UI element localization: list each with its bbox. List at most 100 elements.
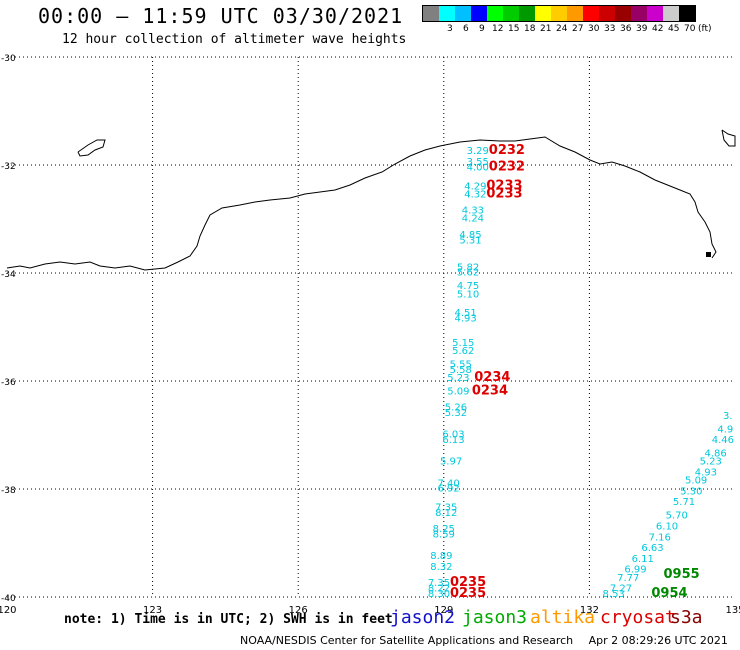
page-title: 00:00 – 11:59 UTC 03/30/2021 — [38, 4, 404, 28]
latitude-tick-label: -30 — [1, 54, 16, 64]
pass-time-label: 0235 — [450, 575, 486, 590]
legend-swatch — [471, 6, 487, 21]
legend-label: 36 — [620, 24, 632, 34]
legend-swatch — [455, 6, 471, 21]
swh-value-label: 7.27 — [610, 584, 632, 595]
footer-credit: NOAA/NESDIS Center for Satellite Applica… — [240, 634, 740, 647]
swh-value-label: 5.62 — [452, 346, 474, 357]
swh-value-label: 6.92 — [438, 484, 460, 495]
legend-swatch — [551, 6, 567, 21]
pass-time-label: 0232 — [489, 143, 525, 158]
legend-label: 39 — [636, 24, 648, 34]
longitude-tick-label: 123 — [143, 605, 162, 616]
pass-time-label: 0233 — [486, 178, 522, 193]
pass-time-label: 0234 — [472, 384, 508, 399]
swh-value-label: 5.82 — [457, 262, 479, 273]
satellite-cryosat: cryosat — [600, 607, 676, 628]
swh-value-label: 8.32 — [430, 562, 452, 573]
swh-value-label: 4.00 — [467, 162, 489, 173]
legend-swatch — [679, 6, 695, 21]
swh-value-label: 8.59 — [433, 530, 455, 541]
legend-swatch — [423, 6, 439, 21]
swh-value-label: 4.93 — [455, 314, 477, 325]
longitude-tick-label: 135 — [725, 605, 740, 616]
legend-label: 30 — [588, 24, 600, 34]
swh-value-label: 6.10 — [656, 522, 678, 533]
legend-label: 27 — [572, 24, 584, 34]
legend-swatch — [503, 6, 519, 21]
longitude-tick-label: 126 — [289, 605, 308, 616]
pass-time-label: 0235 — [450, 586, 486, 601]
credit-timestamp: Apr 2 08:29:26 UTC 2021 — [588, 634, 728, 647]
legend-swatch — [487, 6, 503, 21]
swh-value-label: 4.85 — [459, 230, 481, 241]
longitude-tick-label: 129 — [434, 605, 453, 616]
swh-value-label: 5.26 — [445, 403, 467, 414]
swh-value-label: 5.15 — [452, 338, 474, 349]
swh-value-label: 5.71 — [673, 497, 695, 508]
legend-swatch — [599, 6, 615, 21]
swh-value-label: 4.51 — [455, 308, 477, 319]
pass-time-label: 0954 — [651, 586, 687, 601]
color-legend: 3 6 9 12 15 18 21 24 27 30 33 36 39 42 45 70 (ft) — [422, 5, 712, 36]
coastline — [6, 136, 717, 271]
swh-value-label: 6.63 — [641, 543, 663, 554]
legend-label: 12 — [492, 24, 504, 34]
pass-time-label: 0234 — [474, 370, 510, 385]
legend-label: 70 — [684, 24, 696, 34]
legend-labels: 3 6 9 12 15 18 21 24 27 30 33 36 39 42 45 70 (ft) — [422, 22, 712, 36]
swh-value-label: 3.29 — [467, 146, 489, 157]
latitude-tick-label: -40 — [1, 594, 16, 604]
satellite-jason2: jason2 — [390, 607, 456, 628]
swh-value-label: 4.75 — [457, 281, 479, 292]
legend-swatch — [647, 6, 663, 21]
latitude-tick-label: -36 — [1, 378, 16, 388]
swh-value-label: 5.31 — [459, 235, 481, 246]
swh-value-label: 5.10 — [457, 289, 479, 300]
swh-value-label: 5.55 — [450, 360, 472, 371]
legend-swatch — [439, 6, 455, 21]
swh-value-label: 4.93 — [695, 468, 717, 479]
legend-swatch — [663, 6, 679, 21]
swh-value-label: 4.32 — [464, 189, 486, 200]
satellite-jason3: jason3 — [462, 607, 528, 628]
legend-swatch — [583, 6, 599, 21]
legend-label: 21 — [540, 24, 552, 34]
legend-label: 6 — [463, 24, 469, 34]
swh-value-label: 5.23 — [447, 373, 469, 384]
island-outline — [77, 139, 106, 157]
legend-swatch — [535, 6, 551, 21]
swh-value-label: 5.62 — [457, 268, 479, 279]
legend-label: 42 — [652, 24, 664, 34]
swh-value-label: 6.03 — [442, 430, 464, 441]
swh-value-label: 4.24 — [462, 214, 484, 225]
swh-value-label: 5.32 — [445, 408, 467, 419]
swh-value-label: 5.30 — [680, 486, 702, 497]
swh-value-label: 7.16 — [649, 532, 671, 543]
legend-label: 33 — [604, 24, 616, 34]
legend-label: 24 — [556, 24, 568, 34]
swh-value-label: 7.77 — [617, 573, 639, 584]
satellite-s3a: s3a — [670, 607, 703, 628]
legend-unit: (ft) — [698, 24, 712, 34]
swh-value-label: 3.55 — [467, 157, 489, 168]
pass-time-label: 0955 — [664, 567, 700, 582]
swh-value-label: 3. — [723, 411, 733, 422]
swh-value-label: 5.09 — [447, 387, 469, 398]
swh-value-label: 4.33 — [462, 206, 484, 217]
swh-value-label: 7.35 — [435, 503, 457, 514]
swh-value-label: 8.22 — [428, 584, 450, 595]
pass-time-label: 0233 — [486, 186, 522, 201]
legend-label: 45 — [668, 24, 680, 34]
island-outline — [721, 129, 736, 147]
swh-value-label: 5.23 — [700, 457, 722, 468]
swh-value-label: 8.12 — [435, 508, 457, 519]
swh-value-label: 4.9 — [717, 424, 733, 435]
footer-note: note: 1) Time is in UTC; 2) SWH is in fe… — [64, 612, 393, 627]
swh-value-label: 4.46 — [712, 435, 734, 446]
swh-value-label: 8.25 — [433, 524, 455, 535]
island-outline — [706, 252, 711, 257]
longitude-tick-label: 132 — [580, 605, 599, 616]
swh-value-label: 5.09 — [685, 476, 707, 487]
